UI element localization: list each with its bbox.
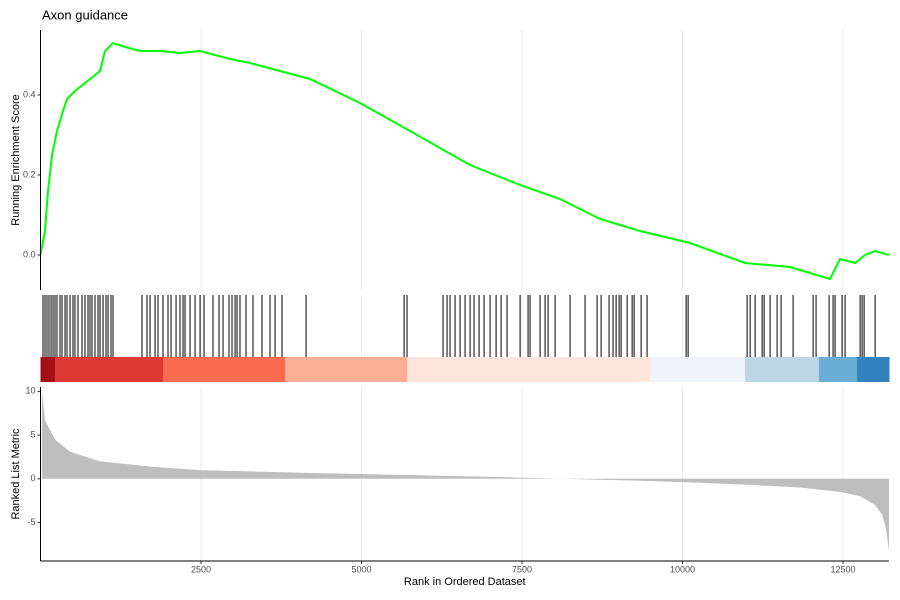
- y-tick-label: 0.0: [23, 249, 36, 259]
- y-tick-label: 0: [30, 473, 35, 483]
- ranked-metric-area: [41, 391, 889, 552]
- rank-color-band: [650, 357, 746, 382]
- y-tick-label: 0.2: [23, 169, 36, 179]
- x-axis-label: Rank in Ordered Dataset: [404, 576, 526, 588]
- rank-color-band: [744, 357, 820, 382]
- rank-color-band: [55, 357, 164, 382]
- rank-color-band: [407, 357, 651, 382]
- rank-color-band: [40, 357, 56, 382]
- x-tick-label: 5000: [351, 564, 371, 574]
- y-tick-label: -5: [27, 517, 35, 527]
- x-tick-label: 12500: [831, 564, 856, 574]
- rank-color-band: [818, 357, 858, 382]
- rank-color-band: [285, 357, 408, 382]
- x-tick-label: 10000: [670, 564, 695, 574]
- rank-color-band: [856, 357, 890, 382]
- x-tick-label: 2500: [191, 564, 211, 574]
- running-es-line: [39, 41, 890, 281]
- y-tick-label: 0.4: [23, 89, 36, 99]
- y-tick-label: 10: [25, 386, 35, 396]
- y-axis-label: Ranked List Metric: [10, 428, 22, 520]
- rank-color-band: [162, 357, 286, 382]
- y-tick-label: 5: [30, 429, 35, 439]
- chart-title: Axon guidance: [42, 7, 128, 22]
- x-tick-label: 7500: [512, 564, 532, 574]
- y-axis-label: Running Enrichment Score: [10, 94, 22, 225]
